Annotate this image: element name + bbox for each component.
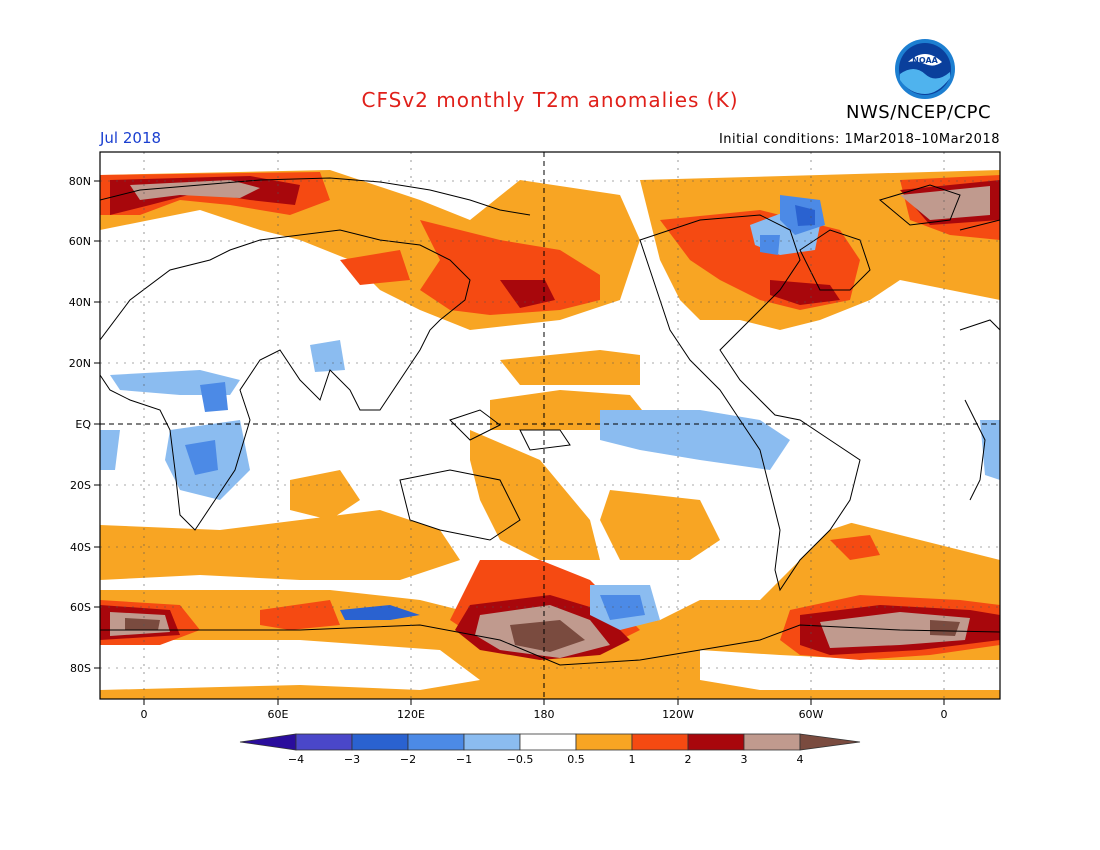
reference-lines [100, 152, 1000, 699]
colorbar [239, 733, 861, 751]
colorbar-label: −4 [288, 753, 304, 766]
lon-label-0-left: 0 [141, 708, 148, 721]
colorbar-label: 1 [629, 753, 636, 766]
lat-label-60n: 60N [69, 235, 91, 248]
lon-label-60w: 60W [799, 708, 824, 721]
lon-label-0-right: 0 [941, 708, 948, 721]
colorbar-label: 2 [685, 753, 692, 766]
colorbar-cell-lt4 [239, 733, 297, 751]
initial-conditions: Initial conditions: 1Mar2018–10Mar2018 [718, 132, 1000, 147]
lon-label-180: 180 [534, 708, 555, 721]
lat-label-60s: 60S [70, 601, 91, 614]
colorbar-label: −0.5 [507, 753, 534, 766]
map-title: CFSv2 monthly T2m anomalies (K) [361, 88, 739, 112]
lon-label-120e: 120E [397, 708, 425, 721]
map-frame [99, 151, 1001, 700]
agency-label: NWS/NCEP/CPC [846, 102, 992, 123]
logo-text: NOAA [912, 56, 938, 65]
colorbar-cell-2-3 [687, 733, 745, 751]
colorbar-cell-3-4 [743, 733, 801, 751]
colorbar-labels: −4 −3 −2 −1 −0.5 0.5 1 2 3 4 [288, 753, 804, 766]
colorbar-cell-gt4 [799, 733, 861, 751]
colorbar-cell-m3-m2 [351, 733, 409, 751]
noaa-logo-icon: NOAA [895, 39, 955, 99]
lat-label-40s: 40S [70, 541, 91, 554]
anomaly-band-m3-m2 [340, 205, 815, 620]
coastlines [100, 177, 1000, 666]
axis-ticks [94, 180, 945, 705]
colorbar-cell-m4-m3 [295, 733, 353, 751]
anomaly-field [100, 152, 1000, 699]
lon-label-60e: 60E [268, 708, 289, 721]
lat-label-40n: 40N [69, 296, 91, 309]
graticule [100, 152, 1000, 699]
lat-label-80s: 80S [70, 662, 91, 675]
colorbar-label: −2 [400, 753, 416, 766]
colorbar-cell-m1-m05 [463, 733, 521, 751]
anomaly-band-gt4 [125, 618, 960, 652]
colorbar-cell-05-1 [575, 733, 633, 751]
latitude-labels: 80N 60N 40N 20N EQ 20S 40S 60S 80S [69, 175, 92, 675]
colorbar-cell-m05-05 [519, 733, 577, 751]
lat-label-80n: 80N [69, 175, 91, 188]
colorbar-label: 4 [797, 753, 804, 766]
lat-label-eq: EQ [75, 418, 91, 431]
colorbar-label: −3 [344, 753, 360, 766]
lat-label-20s: 20S [70, 479, 91, 492]
colorbar-label: −1 [456, 753, 472, 766]
colorbar-cell-1-2 [631, 733, 689, 751]
lat-label-20n: 20N [69, 357, 91, 370]
colorbar-label: 3 [741, 753, 748, 766]
colorbar-cell-m2-m1 [407, 733, 465, 751]
lon-label-120w: 120W [662, 708, 694, 721]
forecast-month: Jul 2018 [100, 129, 162, 147]
anomaly-band-05-1 [100, 170, 1000, 699]
longitude-labels: 0 60E 120E 180 120W 60W 0 [141, 708, 948, 721]
colorbar-label: 0.5 [567, 753, 585, 766]
